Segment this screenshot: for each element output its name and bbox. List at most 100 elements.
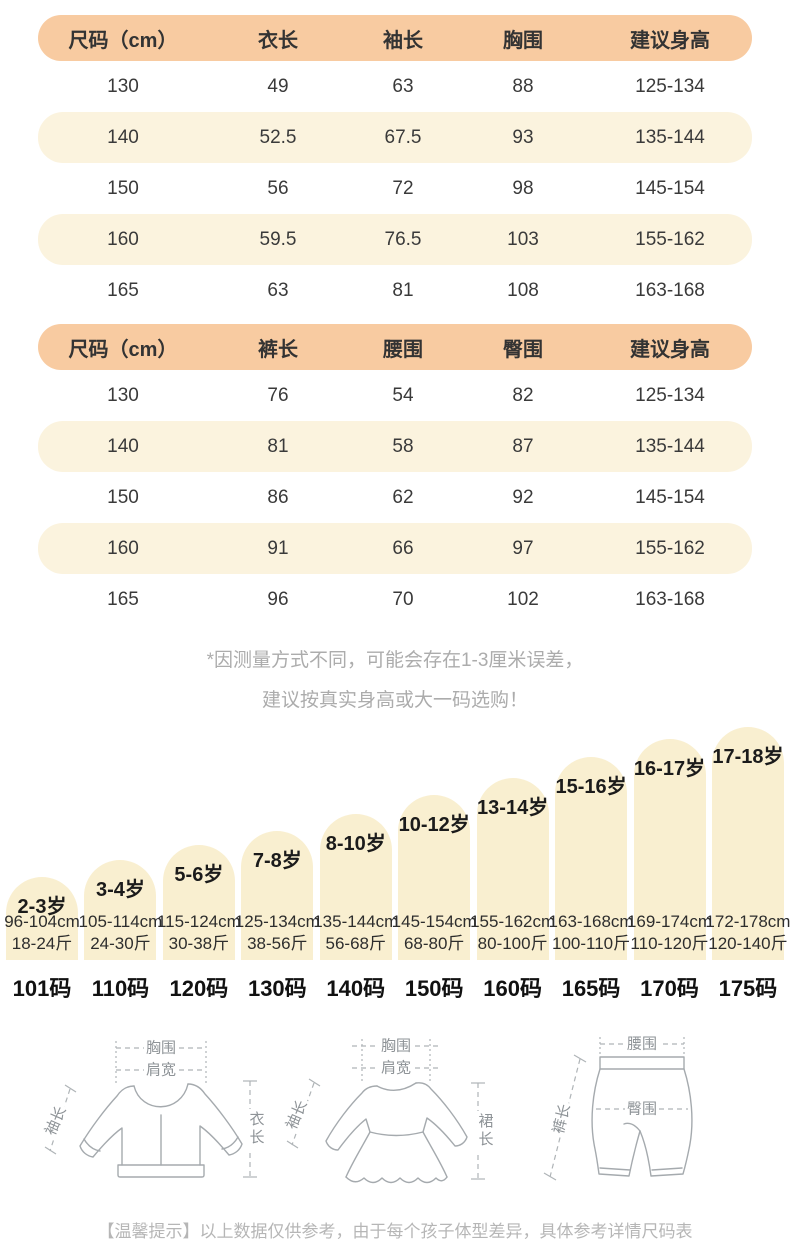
cell-chest: 98 xyxy=(512,177,534,199)
size-bar-130: 7-8岁 125-134cm 38-56斤 130码 xyxy=(235,831,320,1003)
bar-height-range: 105-114cm xyxy=(78,912,163,931)
size-bar-arch: 15-16岁 163-168cm 100-110斤 xyxy=(549,757,634,960)
table-row: 130 49 63 88 125-134 xyxy=(38,61,752,112)
cell-sleeve-length: 81 xyxy=(392,279,414,301)
bar-weight-range: 68-80斤 xyxy=(403,934,465,953)
cell-hip: 82 xyxy=(512,384,534,406)
pants-measurement-diagram: 腰围 臀围 裤长 xyxy=(516,1029,746,1199)
cell-size: 140 xyxy=(107,435,139,457)
bar-height-range: 96-104cm xyxy=(4,912,80,931)
cell-hip: 92 xyxy=(512,486,534,508)
table-row: 150 56 72 98 145-154 xyxy=(38,163,752,214)
bar-size-code: 130码 xyxy=(247,976,307,1001)
bar-height-range: 163-168cm xyxy=(548,912,634,931)
bar-age-label: 17-18岁 xyxy=(712,746,784,768)
bar-age-label: 10-12岁 xyxy=(398,814,470,836)
header-recommended-height: 建议身高 xyxy=(630,338,710,361)
table-row: 165 96 70 102 163-168 xyxy=(38,574,752,625)
cell-hip: 97 xyxy=(512,537,534,559)
cell-recommended-height: 145-154 xyxy=(635,177,705,199)
cell-size: 165 xyxy=(107,588,139,610)
table-row: 160 91 66 97 155-162 xyxy=(38,523,752,574)
size-bar-arch: 17-18岁 172-178cm 120-140斤 xyxy=(705,727,790,960)
size-bar-165: 15-16岁 163-168cm 100-110斤 165码 xyxy=(549,757,634,1003)
bar-age-label: 15-16岁 xyxy=(555,776,627,798)
cell-recommended-height: 163-168 xyxy=(635,588,705,610)
cell-size: 150 xyxy=(107,177,139,199)
size-bar-arch: 10-12岁 145-154cm 68-80斤 xyxy=(392,795,477,960)
cell-size: 150 xyxy=(107,486,139,508)
size-bar-arch: 5-6岁 115-124cm 30-38斤 xyxy=(157,845,241,960)
cell-pants-length: 81 xyxy=(267,435,289,457)
bar-size-code: 110码 xyxy=(91,976,150,1001)
cell-recommended-height: 145-154 xyxy=(635,486,705,508)
jacket-length-label: 衣长 xyxy=(247,1109,265,1149)
cell-pants-length: 76 xyxy=(267,384,289,406)
table-row: 130 76 54 82 125-134 xyxy=(38,370,752,421)
bar-weight-range: 30-38斤 xyxy=(168,934,230,953)
cell-waist: 70 xyxy=(392,588,414,610)
dress-measurement-diagram: 胸围 肩宽 袖长 裙长 xyxy=(280,1029,510,1199)
header-recommended-height: 建议身高 xyxy=(630,29,710,52)
cell-sleeve-length: 72 xyxy=(392,177,414,199)
size-bar-101: 2-3岁 96-104cm 18-24斤 101码 xyxy=(4,877,80,1003)
header-pants-length: 裤长 xyxy=(258,338,298,361)
cell-hip: 102 xyxy=(507,588,539,610)
bar-weight-range: 80-100斤 xyxy=(477,934,548,953)
pants-hip-label: 臀围 xyxy=(624,1100,660,1118)
cell-waist: 54 xyxy=(392,384,414,406)
cell-sleeve-length: 63 xyxy=(392,75,414,97)
table-row: 150 86 62 92 145-154 xyxy=(38,472,752,523)
measurement-note: *因测量方式不同，可能会存在1-3厘米误差， 建议按真实身高或大一码选购！ xyxy=(0,641,790,721)
bar-weight-range: 18-24斤 xyxy=(11,934,73,953)
bar-age-label: 13-14岁 xyxy=(477,797,549,819)
size-bar-arch: 8-10岁 135-144cm 56-68斤 xyxy=(313,814,398,960)
cell-chest: 93 xyxy=(512,126,534,148)
bottoms-table-header-row: 尺码（cm） 裤长 腰围 臀围 建议身高 xyxy=(38,324,752,370)
table-row: 165 63 81 108 163-168 xyxy=(38,265,752,316)
cell-size: 160 xyxy=(107,537,139,559)
bar-weight-range: 110-120斤 xyxy=(630,934,709,953)
bar-weight-range: 120-140斤 xyxy=(708,934,788,953)
cell-chest: 103 xyxy=(507,228,539,250)
size-bar-175: 17-18岁 172-178cm 120-140斤 175码 xyxy=(705,727,790,1003)
dress-skirt-length-label: 裙长 xyxy=(476,1111,494,1151)
cell-chest: 88 xyxy=(512,75,534,97)
cell-size: 130 xyxy=(107,384,139,406)
bar-size-code: 120码 xyxy=(169,976,229,1001)
size-bar-110: 3-4岁 105-114cm 24-30斤 110码 xyxy=(79,860,162,1003)
cell-recommended-height: 155-162 xyxy=(635,537,705,559)
bar-height-range: 115-124cm xyxy=(156,912,241,931)
bar-size-code: 165码 xyxy=(561,976,621,1001)
tops-table-header-row: 尺码（cm） 衣长 袖长 胸围 建议身高 xyxy=(38,15,752,61)
cell-size: 160 xyxy=(107,228,139,250)
size-bar-140: 8-10岁 135-144cm 56-68斤 140码 xyxy=(313,814,398,1003)
cell-recommended-height: 125-134 xyxy=(635,75,705,97)
table-row: 140 52.5 67.5 93 135-144 xyxy=(38,112,752,163)
cell-recommended-height: 155-162 xyxy=(635,228,705,250)
header-size: 尺码（cm） xyxy=(68,29,178,52)
footer-tip: 【温馨提示】以上数据仅供参考，由于每个孩子体型差异，具体参考详情尺码表 xyxy=(97,1222,693,1241)
jacket-line-art xyxy=(44,1041,257,1178)
tops-size-table: 尺码（cm） 衣长 袖长 胸围 建议身高 130 49 63 88 125-13… xyxy=(38,15,752,316)
cell-pants-length: 91 xyxy=(267,537,289,559)
header-waist: 腰围 xyxy=(383,338,423,361)
size-bar-arch: 3-4岁 105-114cm 24-30斤 xyxy=(79,860,162,960)
pants-waist-label: 腰围 xyxy=(624,1035,660,1053)
cell-garment-length: 56 xyxy=(267,177,289,199)
dress-line-art xyxy=(286,1039,485,1184)
jacket-measurement-diagram: 胸围 肩宽 袖长 衣长 xyxy=(41,1029,274,1199)
cell-waist: 58 xyxy=(392,435,414,457)
note-line-1: *因测量方式不同，可能会存在1-3厘米误差， xyxy=(206,650,584,671)
header-chest: 胸围 xyxy=(503,29,543,52)
cell-waist: 66 xyxy=(392,537,414,559)
dress-shoulder-label: 肩宽 xyxy=(378,1059,414,1077)
bar-weight-range: 100-110斤 xyxy=(551,934,631,953)
header-hip: 臀围 xyxy=(503,338,543,361)
bar-height-range: 145-154cm xyxy=(391,912,477,931)
bar-age-label: 8-10岁 xyxy=(325,833,386,855)
bar-age-label: 16-17岁 xyxy=(633,758,706,780)
note-line-2: 建议按真实身高或大一码选购！ xyxy=(261,690,528,711)
bar-height-range: 135-144cm xyxy=(313,912,399,931)
